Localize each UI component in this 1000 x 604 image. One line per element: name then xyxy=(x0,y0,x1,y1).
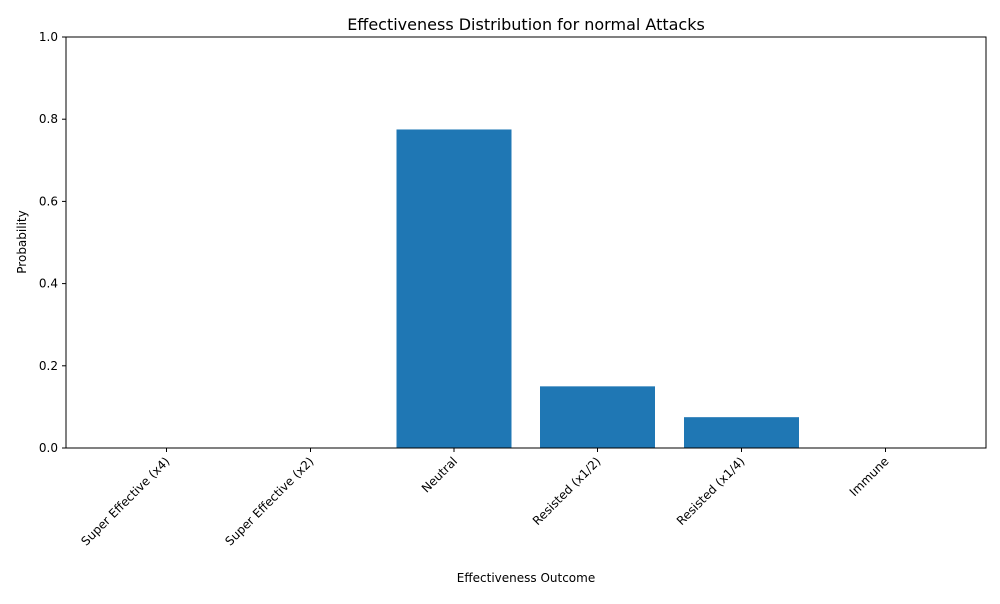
bar-2 xyxy=(396,129,512,448)
bar-4 xyxy=(684,417,799,448)
y-tick-label-3: 0.6 xyxy=(39,194,58,208)
y-axis-label: Probability xyxy=(15,210,29,273)
bars-layer xyxy=(396,129,799,448)
bar-3 xyxy=(540,386,655,448)
y-tick-label-2: 0.4 xyxy=(39,277,58,291)
chart-title: Effectiveness Distribution for normal At… xyxy=(347,15,705,34)
x-axis-label: Effectiveness Outcome xyxy=(457,571,595,585)
y-tick-label-4: 0.8 xyxy=(39,112,58,126)
y-tick-label-1: 0.2 xyxy=(39,359,58,373)
y-tick-label-0: 0.0 xyxy=(39,441,58,455)
y-tick-label-5: 1.0 xyxy=(39,30,58,44)
y-ticks: 0.0 0.2 0.4 0.6 0.8 1.0 xyxy=(39,30,66,455)
plot-frame xyxy=(65,36,987,449)
